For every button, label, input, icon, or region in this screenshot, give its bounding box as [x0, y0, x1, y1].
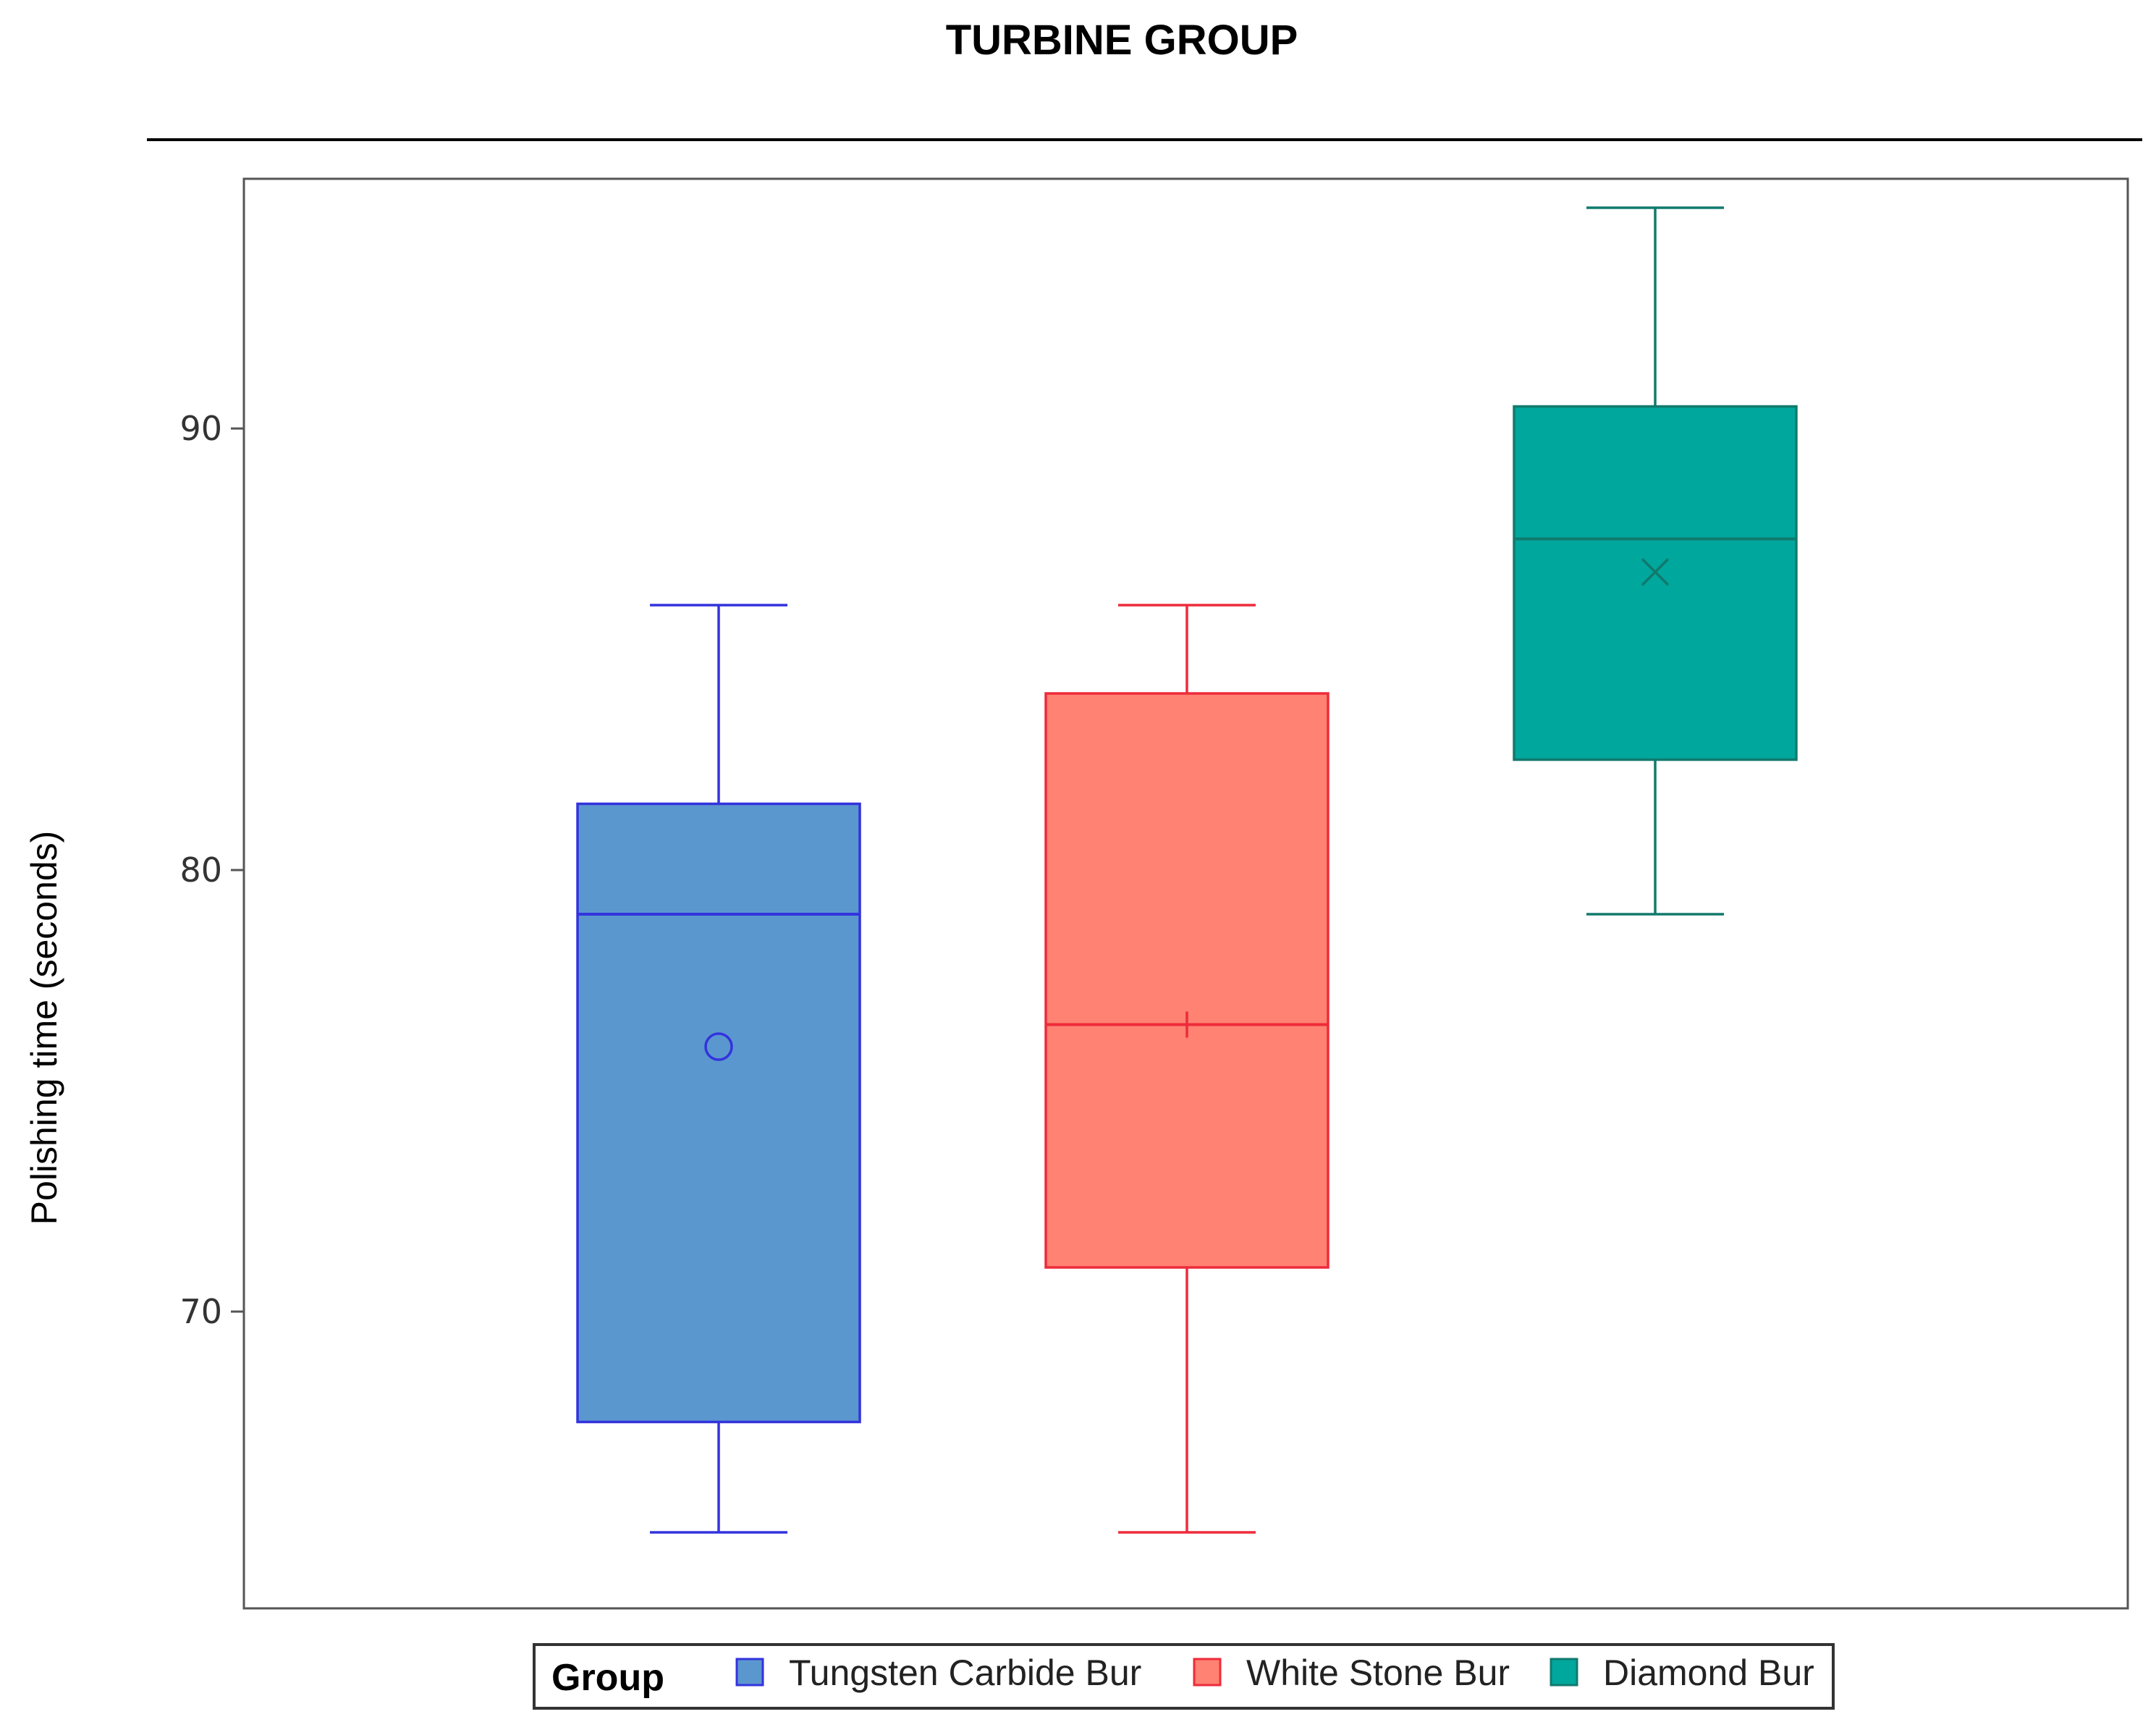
- y-axis: 70 80 90: [179, 409, 244, 1331]
- legend-swatch-tungsten-carbide-bur: [735, 1658, 764, 1687]
- y-axis-label: Polishing time (seconds): [24, 831, 64, 1225]
- legend-swatch-diamond-bur: [1550, 1658, 1578, 1687]
- mean-marker-white-stone-bur: [1174, 1011, 1200, 1038]
- legend: Group Tungsten Carbide Bur White Stone Bu…: [533, 1643, 1835, 1710]
- legend-label-white-stone-bur: White Stone Bur: [1246, 1653, 1510, 1693]
- iqr-box-white-stone-bur: [1044, 692, 1329, 1269]
- y-tick-label-80: 80: [179, 851, 222, 890]
- legend-label-diamond-bur: Diamond Bur: [1603, 1653, 1814, 1693]
- legend-entries: Tungsten Carbide Bur White Stone Bur Diamo…: [735, 1653, 1814, 1693]
- y-tick-label-70: 70: [179, 1292, 222, 1331]
- box-plots: [576, 206, 1798, 1534]
- box-white-stone-bur: [1044, 604, 1329, 1534]
- chart-title: TURBINE GROUP: [946, 17, 1298, 64]
- plot-frame: [242, 177, 2129, 1610]
- mean-marker-diamond-bur: [1641, 558, 1670, 586]
- box-diamond-bur: [1513, 206, 1798, 916]
- legend-swatch-white-stone-bur: [1193, 1658, 1222, 1687]
- box-tungsten-carbide-bur: [576, 604, 861, 1534]
- iqr-box-tungsten-carbide-bur: [576, 802, 861, 1424]
- legend-title: Group: [551, 1657, 664, 1699]
- iqr-box-diamond-bur: [1513, 405, 1798, 761]
- y-tick-label-90: 90: [179, 409, 222, 448]
- legend-label-tungsten-carbide-bur: Tungsten Carbide Bur: [789, 1653, 1141, 1693]
- mean-marker-tungsten-carbide-bur: [704, 1032, 733, 1061]
